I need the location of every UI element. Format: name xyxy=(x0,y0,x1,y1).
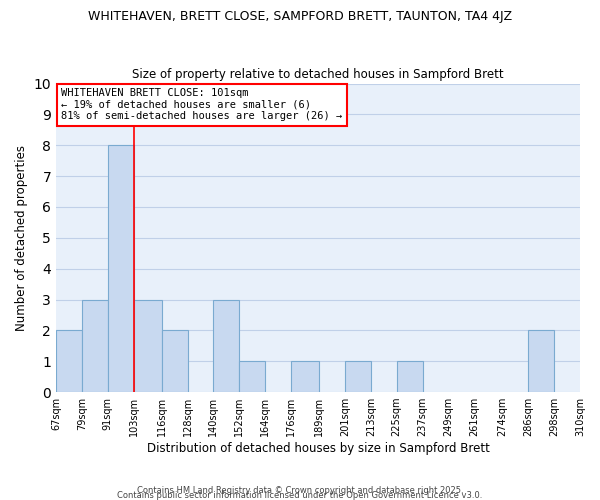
Bar xyxy=(134,300,161,392)
Bar xyxy=(56,330,82,392)
Text: WHITEHAVEN BRETT CLOSE: 101sqm
← 19% of detached houses are smaller (6)
81% of s: WHITEHAVEN BRETT CLOSE: 101sqm ← 19% of … xyxy=(61,88,343,122)
Bar xyxy=(214,300,239,392)
Bar xyxy=(108,146,134,392)
Bar xyxy=(82,300,108,392)
X-axis label: Distribution of detached houses by size in Sampford Brett: Distribution of detached houses by size … xyxy=(146,442,490,455)
Bar xyxy=(345,361,371,392)
Bar xyxy=(528,330,554,392)
Bar xyxy=(161,330,188,392)
Text: Contains public sector information licensed under the Open Government Licence v3: Contains public sector information licen… xyxy=(118,491,482,500)
Text: Contains HM Land Registry data © Crown copyright and database right 2025.: Contains HM Land Registry data © Crown c… xyxy=(137,486,463,495)
Title: Size of property relative to detached houses in Sampford Brett: Size of property relative to detached ho… xyxy=(132,68,504,81)
Text: WHITEHAVEN, BRETT CLOSE, SAMPFORD BRETT, TAUNTON, TA4 4JZ: WHITEHAVEN, BRETT CLOSE, SAMPFORD BRETT,… xyxy=(88,10,512,23)
Bar xyxy=(239,361,265,392)
Bar xyxy=(397,361,422,392)
Bar xyxy=(291,361,319,392)
Y-axis label: Number of detached properties: Number of detached properties xyxy=(15,145,28,331)
